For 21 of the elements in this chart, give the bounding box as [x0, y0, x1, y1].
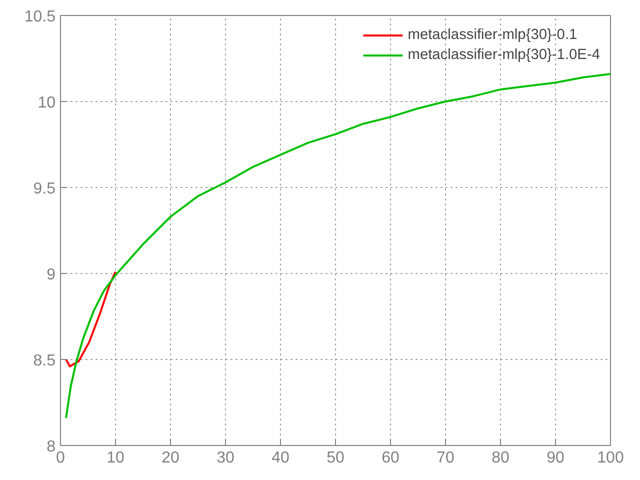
x-tick-label: 0 [56, 450, 66, 466]
line-series [65, 270, 116, 368]
x-tick-label: 10 [106, 450, 124, 466]
x-tick-label: 70 [436, 450, 454, 466]
y-tick-label: 8.5 [33, 352, 56, 370]
y-tick-label: 9 [46, 266, 56, 284]
legend-label: metaclassifier-mlp{30}-0.1 [408, 27, 578, 43]
x-tick-label: 50 [326, 450, 344, 466]
x-tick-label: 100 [597, 450, 624, 466]
x-tick-label: 60 [382, 450, 400, 466]
y-tick-label: 9.5 [33, 180, 56, 198]
x-tick-label: 20 [162, 450, 180, 466]
x-tick-label: 90 [546, 450, 564, 466]
line-series [65, 72, 610, 419]
y-tick-label: 8 [46, 438, 56, 456]
x-tick-label: 30 [216, 450, 234, 466]
x-tick-label: 80 [492, 450, 510, 466]
legend-label: metaclassifier-mlp{30}-1.0E-4 [408, 47, 600, 63]
x-tick-label: 40 [272, 450, 290, 466]
y-tick-label: 10 [38, 94, 56, 112]
y-tick-label: 10.5 [24, 8, 56, 26]
